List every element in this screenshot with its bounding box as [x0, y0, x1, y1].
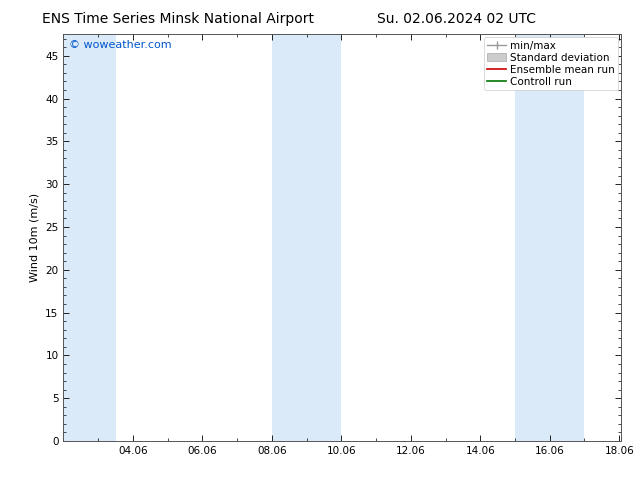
Text: ENS Time Series Minsk National Airport: ENS Time Series Minsk National Airport — [41, 12, 314, 26]
Bar — [63, 34, 115, 441]
Bar — [515, 34, 585, 441]
Text: © woweather.com: © woweather.com — [69, 40, 172, 50]
Legend: min/max, Standard deviation, Ensemble mean run, Controll run: min/max, Standard deviation, Ensemble me… — [484, 37, 618, 90]
Text: Su. 02.06.2024 02 UTC: Su. 02.06.2024 02 UTC — [377, 12, 536, 26]
Bar — [272, 34, 341, 441]
Y-axis label: Wind 10m (m/s): Wind 10m (m/s) — [30, 193, 40, 282]
